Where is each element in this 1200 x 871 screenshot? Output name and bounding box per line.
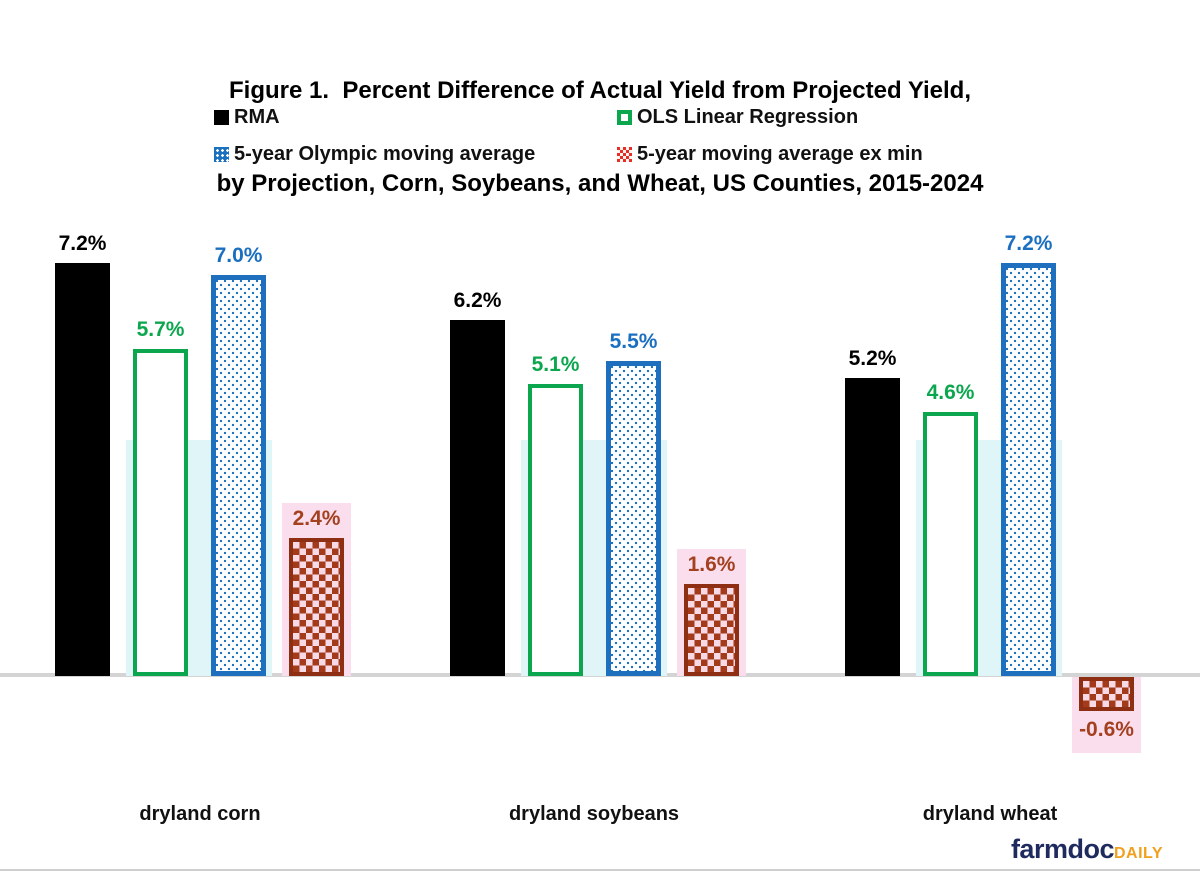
category-label-dryland-corn: dryland corn <box>139 803 261 825</box>
bar-rma-dryland-wheat <box>845 378 900 676</box>
bar-olympic-dryland-corn <box>211 275 266 676</box>
bar-ols-dryland-soybeans <box>528 384 583 676</box>
legend-marker-olympic-icon <box>214 146 229 162</box>
bar-exmin-dryland-wheat <box>1079 677 1134 711</box>
farmdoc-daily-logo: farmdoc DAILY <box>1011 834 1163 865</box>
logo-farmdoc-text: farmdoc <box>1010 834 1115 864</box>
figure-title-line-1: Figure 1. Percent Difference of Actual Y… <box>229 77 971 104</box>
value-label-olympic-dryland-wheat: 7.2% <box>1004 232 1053 255</box>
value-label-olympic-dryland-corn: 7.0% <box>214 244 263 267</box>
value-label-exmin-dryland-soybeans: 1.6% <box>687 553 736 576</box>
legend-marker-exmin-icon <box>617 146 632 162</box>
category-label-dryland-wheat: dryland wheat <box>922 803 1058 825</box>
legend-label-exmin: 5-year moving average ex min <box>637 142 923 165</box>
value-label-olympic-dryland-soybeans: 5.5% <box>609 330 658 353</box>
figure-title: Figure 1. Percent Difference of Actual Y… <box>0 13 1200 261</box>
value-label-exmin-dryland-corn: 2.4% <box>292 507 341 530</box>
value-label-rma-dryland-wheat: 5.2% <box>848 347 897 370</box>
category-label-dryland-soybeans: dryland soybeans <box>508 803 680 825</box>
legend-label-olympic: 5-year Olympic moving average <box>234 142 536 165</box>
bar-rma-dryland-soybeans <box>450 320 505 676</box>
legend-label-ols: OLS Linear Regression <box>637 105 859 128</box>
value-label-rma-dryland-corn: 7.2% <box>58 232 107 255</box>
value-label-ols-dryland-soybeans: 5.1% <box>531 353 580 376</box>
legend-marker-ols-icon <box>617 109 632 125</box>
logo-daily-text: DAILY <box>1113 845 1163 862</box>
legend-marker-rma-icon <box>214 109 229 125</box>
bar-exmin-dryland-corn <box>289 538 344 676</box>
bar-olympic-dryland-wheat <box>1001 263 1056 676</box>
bar-rma-dryland-corn <box>55 263 110 676</box>
legend-item-ols: OLS Linear Regression <box>617 105 859 128</box>
legend-item-exmin: 5-year moving average ex min <box>617 142 923 165</box>
legend-label-rma: RMA <box>234 105 280 128</box>
legend-item-rma: RMA <box>214 105 280 128</box>
value-label-rma-dryland-soybeans: 6.2% <box>453 289 502 312</box>
value-label-ols-dryland-corn: 5.7% <box>136 318 185 341</box>
bar-ols-dryland-corn <box>133 349 188 676</box>
bar-exmin-dryland-soybeans <box>684 584 739 676</box>
bar-ols-dryland-wheat <box>923 412 978 676</box>
figure-title-line-2: by Projection, Corn, Soybeans, and Wheat… <box>216 170 984 197</box>
value-label-exmin-dryland-wheat: -0.6% <box>1079 718 1134 741</box>
value-label-ols-dryland-wheat: 4.6% <box>926 381 975 404</box>
bar-olympic-dryland-soybeans <box>606 361 661 676</box>
legend-item-olympic: 5-year Olympic moving average <box>214 142 536 165</box>
